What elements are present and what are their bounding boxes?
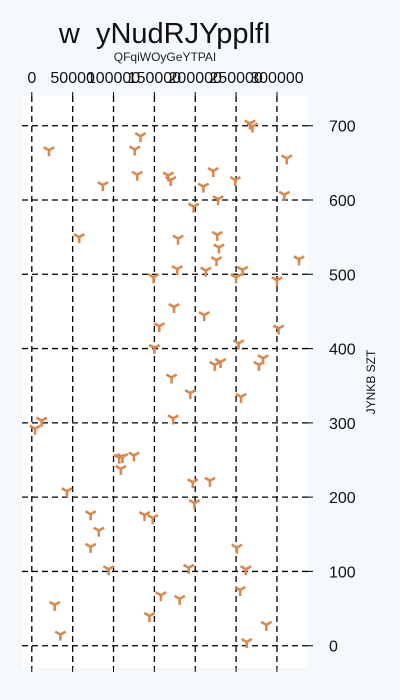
data-point (188, 498, 201, 510)
data-point (165, 373, 178, 384)
data-point (73, 233, 86, 244)
data-point (186, 478, 199, 489)
data-point (210, 256, 223, 267)
data-point (172, 234, 184, 245)
data-point (272, 324, 285, 335)
data-point (168, 302, 180, 313)
data-point (131, 170, 144, 181)
x-tick-label: 250000 (209, 70, 262, 87)
data-point (102, 565, 115, 576)
data-point (134, 131, 147, 143)
plot-area (22, 96, 308, 668)
y-tick-label: 400 (329, 342, 356, 359)
data-point (173, 594, 186, 605)
data-point (280, 154, 293, 165)
data-point (240, 565, 252, 576)
y-tick-label: 700 (329, 119, 356, 136)
data-point (260, 620, 273, 631)
x-tick-label: 300000 (250, 70, 303, 87)
data-point (84, 510, 97, 521)
data-point (184, 389, 197, 400)
data-point (138, 510, 151, 521)
data-point (148, 343, 161, 354)
data-point (164, 175, 177, 186)
chart-title: w yNudRJYpplfI (58, 18, 272, 50)
data-point (212, 195, 224, 206)
data-point (278, 190, 291, 201)
data-point (231, 543, 243, 554)
data-point (155, 591, 167, 602)
data-point (187, 202, 200, 213)
data-point (143, 611, 156, 622)
data-point (214, 357, 227, 368)
data-point (204, 476, 216, 487)
data-points (29, 119, 305, 648)
data-point (128, 451, 140, 462)
data-point (213, 243, 225, 254)
data-point (43, 146, 55, 157)
data-point (200, 266, 212, 277)
data-point (61, 487, 73, 498)
data-point (246, 122, 259, 133)
data-point (198, 311, 211, 322)
y-tick-label: 500 (329, 267, 356, 284)
y-axis: 0 100 200 300 400 500 600 700 (308, 119, 356, 656)
data-point (211, 230, 224, 241)
data-point (35, 416, 48, 427)
y-tick-label: 100 (329, 564, 356, 581)
x-tick-label: 100000 (87, 70, 140, 87)
x-tick-label: 0 (27, 70, 36, 87)
data-point (147, 273, 160, 284)
data-point (128, 145, 141, 156)
data-point (229, 175, 242, 186)
data-point (97, 181, 109, 192)
gridlines (22, 96, 308, 668)
data-point (230, 273, 242, 284)
data-point (293, 255, 305, 266)
y-axis-label: JYNKB SZT (364, 349, 378, 414)
data-point (235, 392, 247, 403)
data-point (182, 563, 195, 574)
x-tick-label: 50000 (50, 70, 95, 87)
data-point (197, 182, 210, 193)
data-point (116, 452, 129, 464)
y-tick-label: 600 (329, 193, 356, 210)
data-point (257, 354, 269, 365)
data-point (153, 322, 166, 333)
data-point (115, 464, 127, 475)
data-point (236, 265, 249, 276)
data-point (232, 339, 245, 350)
x-tick-label: 200000 (169, 70, 222, 87)
data-point (29, 424, 41, 435)
chart-subtitle: QFqiWOyGeYTPAI (113, 50, 217, 64)
data-point (48, 600, 61, 611)
y-tick-label: 200 (329, 490, 356, 507)
x-tick-label: 150000 (128, 70, 181, 87)
data-point (84, 542, 97, 553)
data-point (54, 630, 67, 641)
y-tick-label: 0 (329, 639, 338, 656)
data-point (167, 414, 180, 425)
data-point (146, 513, 159, 524)
data-point (240, 637, 253, 648)
data-point (171, 264, 184, 276)
data-point (92, 526, 105, 537)
data-point (271, 276, 283, 287)
data-point (207, 166, 220, 178)
data-point (234, 585, 247, 596)
y-tick-label: 300 (329, 416, 356, 433)
